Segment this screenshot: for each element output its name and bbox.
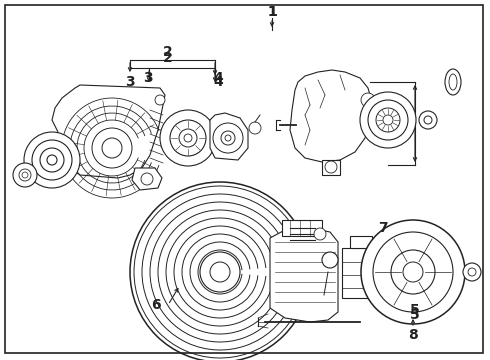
Circle shape [361,220,465,324]
Polygon shape [290,70,372,162]
Polygon shape [270,228,338,322]
Circle shape [463,263,481,281]
Circle shape [363,113,373,123]
Circle shape [24,132,80,188]
Circle shape [361,93,375,107]
Circle shape [368,100,408,140]
Circle shape [155,95,165,105]
Circle shape [32,140,72,180]
Circle shape [373,232,453,312]
Circle shape [179,129,197,147]
Circle shape [200,252,240,292]
Circle shape [13,163,37,187]
Circle shape [92,128,132,168]
Polygon shape [210,113,248,160]
Text: 6: 6 [151,298,161,312]
Circle shape [170,120,206,156]
Polygon shape [52,85,165,178]
Circle shape [221,131,235,145]
Polygon shape [322,160,340,175]
Circle shape [210,262,230,282]
Ellipse shape [445,69,461,95]
Bar [282,220,322,236]
Circle shape [184,134,192,142]
Text: 5: 5 [410,303,420,317]
Text: 7: 7 [378,221,388,235]
Text: 1: 1 [267,5,277,19]
Circle shape [391,250,435,294]
Ellipse shape [449,74,457,90]
Circle shape [424,116,432,124]
Text: 4: 4 [213,71,223,85]
Text: 8: 8 [408,328,418,342]
Circle shape [141,173,153,185]
Circle shape [40,148,64,172]
Text: 2: 2 [163,45,173,59]
Circle shape [322,252,338,268]
Circle shape [22,172,28,178]
Circle shape [383,115,393,125]
Circle shape [376,108,400,132]
Bar [342,248,380,298]
Circle shape [468,268,476,276]
Circle shape [360,92,416,148]
Circle shape [213,123,243,153]
Text: 2: 2 [163,51,173,65]
Text: 3: 3 [143,71,153,85]
Circle shape [225,135,231,141]
Circle shape [102,138,122,158]
Polygon shape [132,168,162,190]
Circle shape [419,111,437,129]
Bar [350,236,372,248]
Text: 5: 5 [410,308,420,322]
Circle shape [160,110,216,166]
Circle shape [314,228,326,240]
Text: 3: 3 [125,75,135,89]
Circle shape [19,169,31,181]
Circle shape [403,262,423,282]
Text: 1: 1 [267,5,277,19]
Circle shape [249,122,261,134]
Text: 4: 4 [213,75,223,89]
Circle shape [47,155,57,165]
Circle shape [325,161,337,173]
